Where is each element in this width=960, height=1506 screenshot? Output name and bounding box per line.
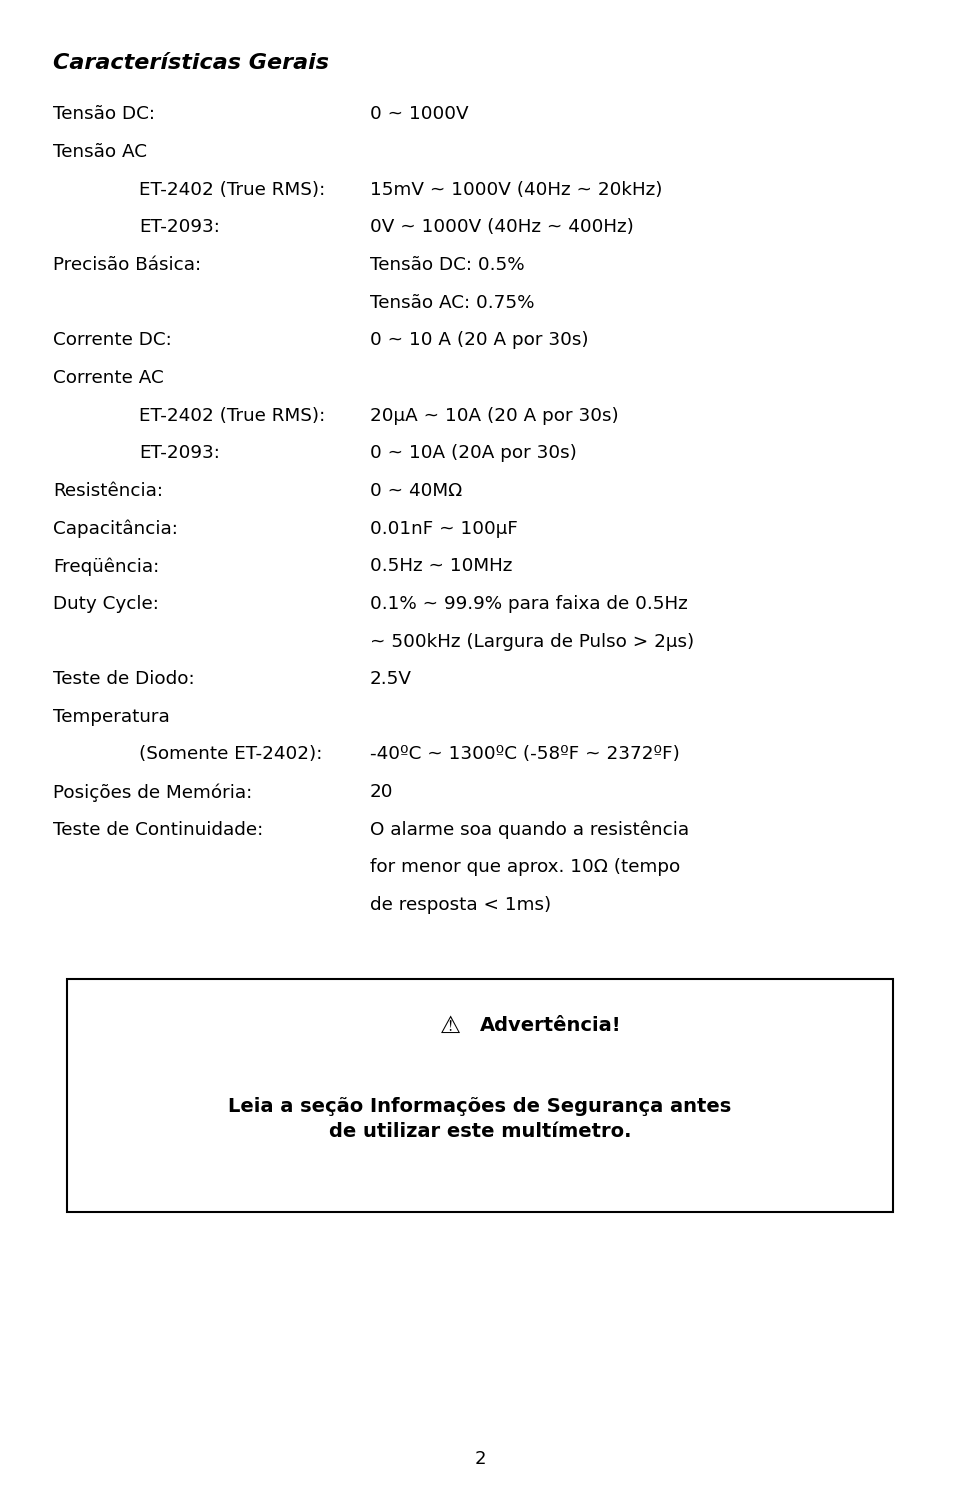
Text: ET-2402 (True RMS):: ET-2402 (True RMS): bbox=[139, 181, 325, 199]
Text: Posições de Memória:: Posições de Memória: bbox=[53, 783, 252, 801]
Text: 0 ~ 10A (20A por 30s): 0 ~ 10A (20A por 30s) bbox=[370, 444, 576, 462]
Text: ⚠: ⚠ bbox=[440, 1014, 461, 1038]
Text: 15mV ~ 1000V (40Hz ~ 20kHz): 15mV ~ 1000V (40Hz ~ 20kHz) bbox=[370, 181, 662, 199]
Text: Corrente AC: Corrente AC bbox=[53, 369, 163, 387]
Text: 0.01nF ~ 100μF: 0.01nF ~ 100μF bbox=[370, 520, 517, 538]
Text: (Somente ET-2402):: (Somente ET-2402): bbox=[139, 745, 323, 764]
Text: ET-2402 (True RMS):: ET-2402 (True RMS): bbox=[139, 407, 325, 425]
Text: Duty Cycle:: Duty Cycle: bbox=[53, 595, 158, 613]
Text: Freqüência:: Freqüência: bbox=[53, 557, 159, 575]
Text: 0 ~ 10 A (20 A por 30s): 0 ~ 10 A (20 A por 30s) bbox=[370, 331, 588, 349]
Text: Tensão DC: 0.5%: Tensão DC: 0.5% bbox=[370, 256, 524, 274]
Text: Características Gerais: Características Gerais bbox=[53, 53, 328, 72]
Text: de resposta < 1ms): de resposta < 1ms) bbox=[370, 896, 551, 914]
Text: Tensão AC: Tensão AC bbox=[53, 143, 147, 161]
Text: Temperatura: Temperatura bbox=[53, 708, 170, 726]
Text: Teste de Continuidade:: Teste de Continuidade: bbox=[53, 821, 263, 839]
Text: 2: 2 bbox=[474, 1450, 486, 1468]
Text: for menor que aprox. 10Ω (tempo: for menor que aprox. 10Ω (tempo bbox=[370, 858, 680, 876]
Text: ET-2093:: ET-2093: bbox=[139, 444, 220, 462]
Text: 0 ~ 40MΩ: 0 ~ 40MΩ bbox=[370, 482, 462, 500]
Text: ET-2093:: ET-2093: bbox=[139, 218, 220, 236]
Text: Leia a seção Informações de Segurança antes
de utilizar este multímetro.: Leia a seção Informações de Segurança an… bbox=[228, 1096, 732, 1142]
Text: 2.5V: 2.5V bbox=[370, 670, 412, 688]
Text: ~ 500kHz (Largura de Pulso > 2μs): ~ 500kHz (Largura de Pulso > 2μs) bbox=[370, 633, 694, 651]
Text: 0 ~ 1000V: 0 ~ 1000V bbox=[370, 105, 468, 123]
Text: -40ºC ~ 1300ºC (-58ºF ~ 2372ºF): -40ºC ~ 1300ºC (-58ºF ~ 2372ºF) bbox=[370, 745, 680, 764]
Text: Capacitância:: Capacitância: bbox=[53, 520, 178, 538]
Text: 0.5Hz ~ 10MHz: 0.5Hz ~ 10MHz bbox=[370, 557, 512, 575]
Text: 0.1% ~ 99.9% para faixa de 0.5Hz: 0.1% ~ 99.9% para faixa de 0.5Hz bbox=[370, 595, 687, 613]
Text: Resistência:: Resistência: bbox=[53, 482, 163, 500]
Text: Tensão DC:: Tensão DC: bbox=[53, 105, 155, 123]
Text: O alarme soa quando a resistência: O alarme soa quando a resistência bbox=[370, 821, 688, 839]
FancyBboxPatch shape bbox=[67, 979, 893, 1212]
Text: Precisão Básica:: Precisão Básica: bbox=[53, 256, 201, 274]
Text: Advertência!: Advertência! bbox=[480, 1017, 622, 1035]
Text: 20: 20 bbox=[370, 783, 393, 801]
Text: Corrente DC:: Corrente DC: bbox=[53, 331, 172, 349]
Text: Tensão AC: 0.75%: Tensão AC: 0.75% bbox=[370, 294, 534, 312]
Text: Teste de Diodo:: Teste de Diodo: bbox=[53, 670, 195, 688]
Text: 20μA ~ 10A (20 A por 30s): 20μA ~ 10A (20 A por 30s) bbox=[370, 407, 618, 425]
Text: 0V ~ 1000V (40Hz ~ 400Hz): 0V ~ 1000V (40Hz ~ 400Hz) bbox=[370, 218, 634, 236]
